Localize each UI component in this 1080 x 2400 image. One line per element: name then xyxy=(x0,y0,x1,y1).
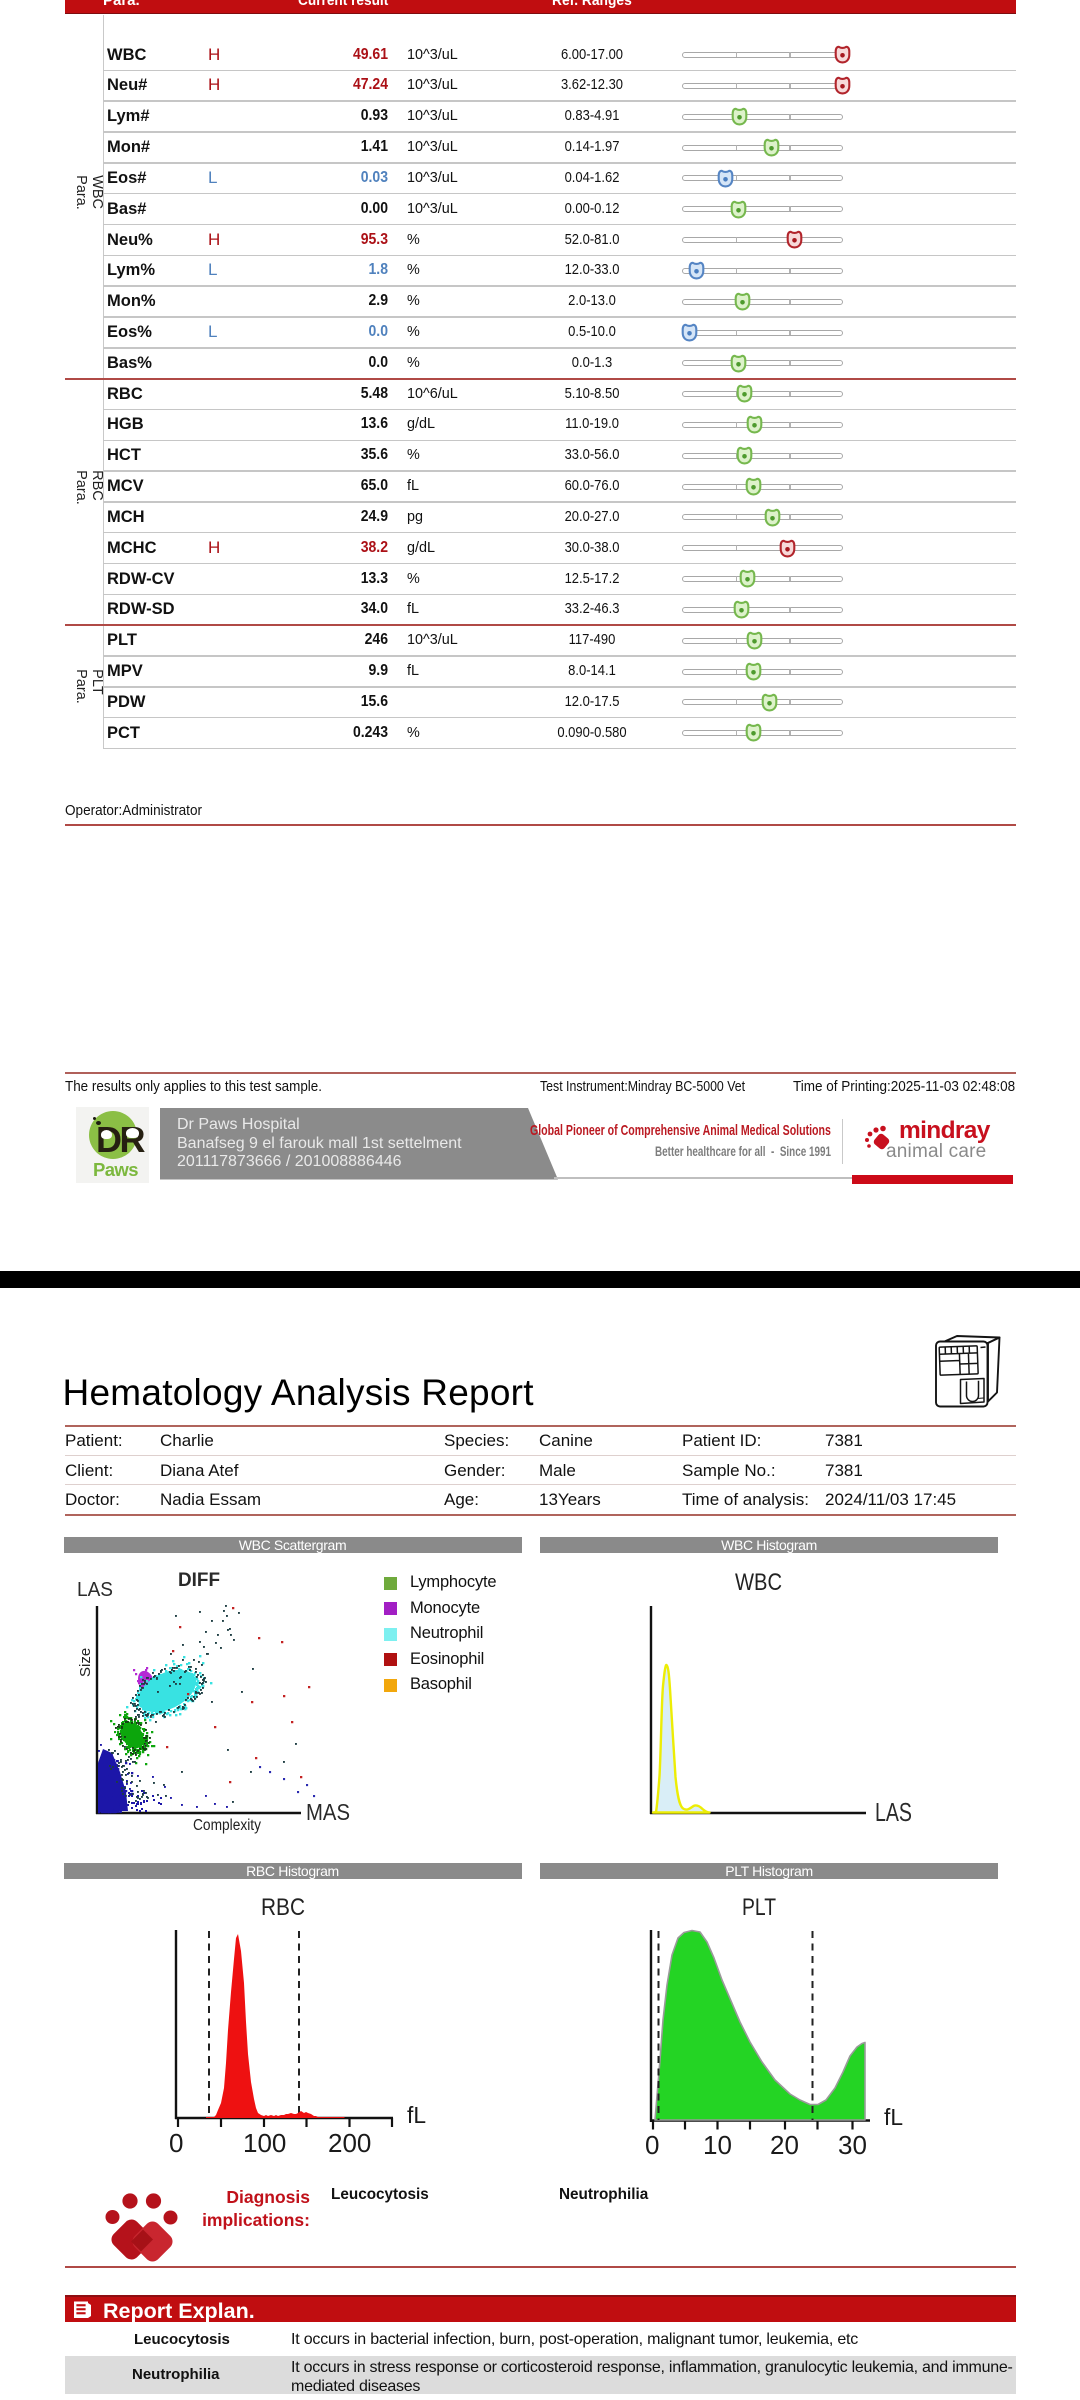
svg-text:200: 200 xyxy=(328,2128,371,2158)
svg-text:100: 100 xyxy=(243,2128,286,2158)
svg-text:20: 20 xyxy=(770,2130,799,2160)
svg-text:RBC: RBC xyxy=(261,1894,305,1921)
svg-text:10: 10 xyxy=(703,2130,732,2160)
svg-text:MAS: MAS xyxy=(306,1799,350,1825)
svg-text:DIFF: DIFF xyxy=(178,1570,220,1591)
svg-text:LAS: LAS xyxy=(77,1579,113,1601)
svg-text:PLT: PLT xyxy=(742,1894,776,1921)
svg-text:0: 0 xyxy=(645,2130,659,2160)
svg-text:WBC: WBC xyxy=(735,1569,782,1596)
svg-text:fL: fL xyxy=(407,2102,426,2128)
svg-text:0: 0 xyxy=(169,2128,183,2158)
svg-text:Size: Size xyxy=(77,1648,94,1677)
svg-text:LAS: LAS xyxy=(875,1797,912,1827)
svg-text:30: 30 xyxy=(838,2130,867,2160)
svg-text:Complexity: Complexity xyxy=(193,1817,261,1834)
svg-text:fL: fL xyxy=(884,2104,903,2130)
